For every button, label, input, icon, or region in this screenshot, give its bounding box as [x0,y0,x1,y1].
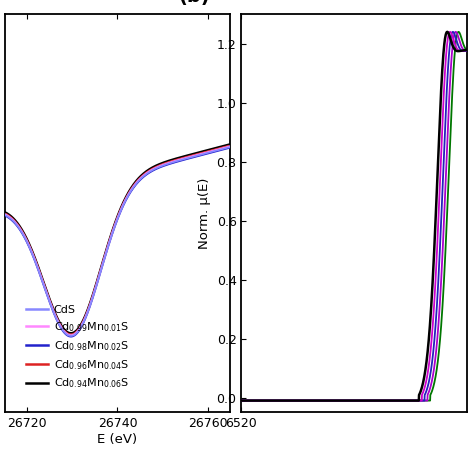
Y-axis label: Norm. μ(E): Norm. μ(E) [198,178,211,249]
Text: (b): (b) [178,0,210,6]
X-axis label: E (eV): E (eV) [97,433,137,446]
Legend: CdS, Cd$_{0.99}$Mn$_{0.01}$S, Cd$_{0.98}$Mn$_{0.02}$S, Cd$_{0.96}$Mn$_{0.04}$S, : CdS, Cd$_{0.99}$Mn$_{0.01}$S, Cd$_{0.98}… [22,301,134,395]
